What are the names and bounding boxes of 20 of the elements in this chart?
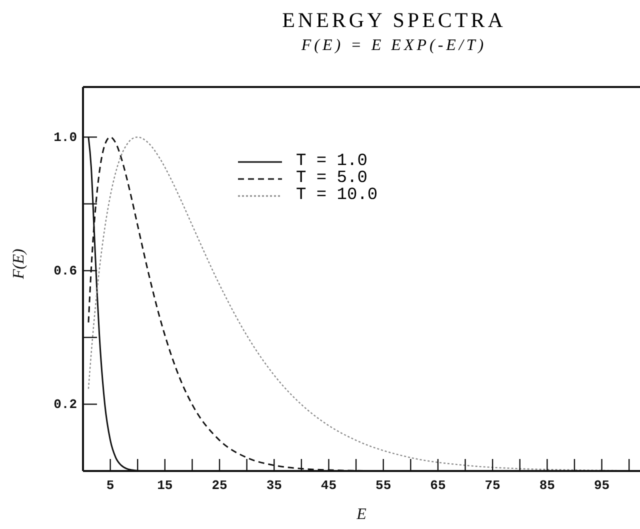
chart-subtitle: F(E) = E EXP(-E/T)	[300, 37, 488, 55]
x-tick-label: 95	[594, 478, 610, 493]
x-tick-label: 25	[212, 478, 228, 493]
legend-label: T = 1.0	[296, 152, 368, 171]
x-tick-label: 85	[539, 478, 556, 493]
legend-label: T = 10.0	[296, 186, 378, 205]
x-tick-label: 35	[266, 478, 282, 493]
y-axis-title: F(E)	[10, 248, 28, 280]
x-axis-title: E	[356, 506, 367, 523]
legend-label: T = 5.0	[296, 169, 368, 188]
x-tick-label: 15	[157, 478, 173, 493]
x-tick-label: 65	[430, 478, 446, 493]
x-tick-label: 45	[320, 478, 337, 493]
y-tick-label: 0.2	[54, 397, 78, 412]
x-tick-label: 5	[106, 478, 114, 493]
chart-title: ENERGY SPECTRA	[281, 8, 507, 33]
x-tick-label: 75	[484, 478, 501, 493]
x-tick-label: 55	[376, 478, 392, 493]
y-tick-label: 1.0	[54, 130, 78, 146]
y-tick-label: 0.6	[54, 264, 78, 279]
